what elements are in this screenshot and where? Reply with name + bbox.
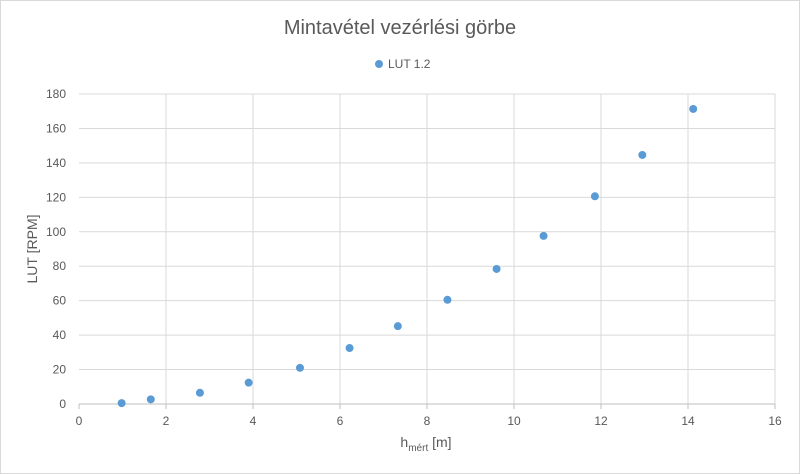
x-axis-label-subscript: mért	[408, 443, 428, 454]
y-tick-label: 180	[46, 87, 66, 101]
y-tick-label: 20	[53, 363, 67, 377]
data-point	[146, 395, 155, 404]
y-tick-label: 0	[59, 397, 66, 411]
data-points	[117, 104, 698, 408]
grid	[79, 93, 776, 404]
data-point	[590, 192, 599, 201]
y-tick-label: 60	[53, 294, 67, 308]
x-tick-label: 14	[681, 414, 695, 428]
data-point	[689, 104, 698, 113]
x-tick-label: 4	[250, 414, 257, 428]
y-tick-label: 140	[46, 156, 66, 170]
data-point	[345, 344, 354, 353]
y-axis-label: LUT [RPM]	[24, 215, 40, 284]
x-tick-label: 16	[768, 414, 782, 428]
y-tick-label: 160	[46, 121, 66, 135]
y-tick-label: 100	[46, 225, 66, 239]
data-point	[443, 295, 452, 304]
y-tick-label: 40	[53, 328, 67, 342]
chart-title: Mintavétel vezérlési görbe	[284, 17, 516, 39]
x-tick-label: 6	[337, 414, 344, 428]
data-point	[638, 150, 647, 159]
legend: LUT 1.2	[375, 57, 431, 71]
axes	[78, 403, 776, 409]
data-point	[244, 378, 253, 387]
x-tick-label: 2	[163, 414, 170, 428]
data-point	[539, 231, 548, 240]
x-tick-label: 12	[594, 414, 608, 428]
data-point	[117, 399, 126, 408]
data-point	[295, 363, 304, 372]
data-point	[195, 388, 204, 397]
data-point	[492, 264, 501, 273]
x-axis-label-unit: [m]	[428, 434, 451, 450]
x-tick-label: 0	[76, 414, 83, 428]
data-point	[393, 322, 402, 331]
y-tick-label: 120	[46, 190, 66, 204]
x-tick-label: 10	[507, 414, 521, 428]
x-axis-label-main: h	[400, 434, 408, 450]
y-tick-label: 80	[53, 259, 67, 273]
x-axis-label: hmért [m]	[400, 434, 451, 454]
legend-marker	[375, 60, 383, 68]
x-tick-label: 8	[424, 414, 431, 428]
legend-label: LUT 1.2	[388, 57, 431, 71]
